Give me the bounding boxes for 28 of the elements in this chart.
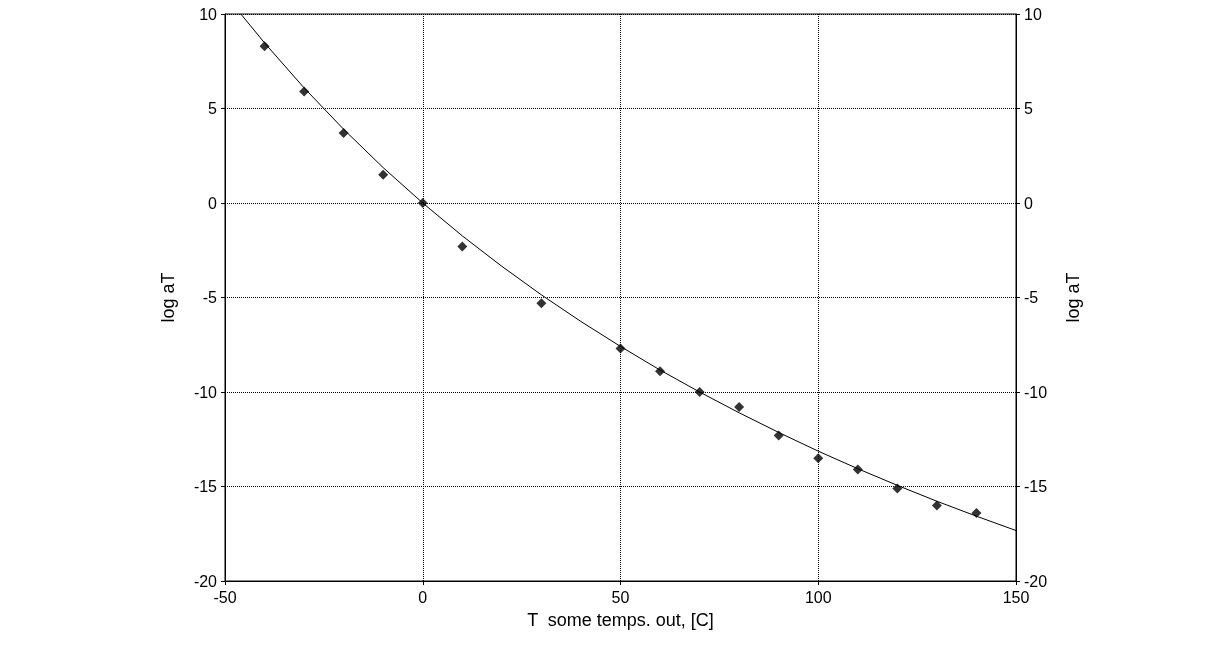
y-tick-label: -5: [202, 289, 218, 306]
point: [457, 241, 468, 252]
y-tick-label: -20: [193, 572, 218, 590]
x-tick-label: 100: [804, 588, 832, 606]
y2-tick-label: -20: [1024, 572, 1048, 590]
x-tick-label: 50: [611, 588, 630, 606]
point: [536, 298, 547, 309]
point: [378, 169, 389, 180]
x-axis-title: T some temps. out, [C]: [527, 610, 714, 630]
point: [931, 500, 942, 511]
y2-tick-label: 10: [1024, 5, 1042, 23]
y-axis-title: log aT: [158, 272, 178, 323]
y-tick-label: 5: [208, 100, 218, 117]
y-tick-label: 0: [208, 194, 218, 212]
y2-tick-label: -15: [1024, 478, 1048, 495]
y2-axis-title: log aT: [1063, 272, 1083, 323]
y2-tick-label: -5: [1024, 289, 1039, 306]
y-tick-label: -10: [193, 383, 218, 401]
y2-tick-label: -10: [1024, 383, 1048, 401]
x-tick-label: 0: [418, 588, 428, 606]
y-tick-label: -15: [193, 478, 218, 495]
y2-tick-label: 5: [1024, 100, 1033, 117]
y-tick-label: 10: [199, 5, 218, 23]
x-tick-label: 150: [1002, 588, 1030, 606]
x-tick-label: -50: [213, 588, 237, 606]
y2-tick-label: 0: [1024, 194, 1033, 212]
point: [734, 402, 745, 413]
point: [813, 453, 824, 464]
